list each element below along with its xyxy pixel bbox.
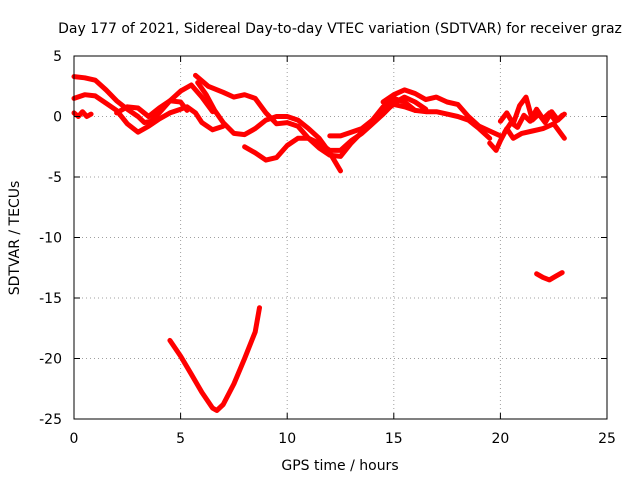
y-tick-label: -10 <box>39 231 62 247</box>
x-tick-label: 10 <box>278 431 296 447</box>
series-line-track-2 <box>71 92 226 135</box>
chart-title: Day 177 of 2021, Sidereal Day-to-day VTE… <box>58 21 622 37</box>
series-line-track-9 <box>380 87 503 139</box>
series-line-track-7 <box>242 94 429 163</box>
y-tick-label: -20 <box>39 352 62 368</box>
x-tick-label: 0 <box>70 431 79 447</box>
series-line-track-3 <box>71 109 94 119</box>
y-tick-label: 0 <box>53 110 62 126</box>
series-line-track-10 <box>487 121 567 153</box>
y-tick-label: 5 <box>53 49 62 65</box>
series-line-track-12 <box>502 106 565 135</box>
series-line-track-13 <box>167 305 262 413</box>
series-line-track-5 <box>195 80 343 174</box>
axis-ticks: 0 5 10 15 20 25 -25 -20 -15 -10 -5 0 5 <box>39 49 616 447</box>
y-tick-label: -25 <box>39 412 62 428</box>
series-line-track-14 <box>534 270 565 283</box>
x-axis-label: GPS time / hours <box>281 458 398 474</box>
y-axis-label: SDTVAR / TECUs <box>7 181 23 296</box>
series-line-track-4 <box>114 98 190 119</box>
y-tick-label: -5 <box>48 170 62 186</box>
x-tick-label: 25 <box>598 431 616 447</box>
series-line-track-1 <box>71 74 216 126</box>
x-tick-label: 20 <box>491 431 509 447</box>
series-line-track-8 <box>327 101 493 141</box>
x-tick-label: 5 <box>176 431 185 447</box>
y-tick-label: -15 <box>39 291 62 307</box>
x-tick-label: 15 <box>385 431 403 447</box>
series-group <box>71 72 567 413</box>
